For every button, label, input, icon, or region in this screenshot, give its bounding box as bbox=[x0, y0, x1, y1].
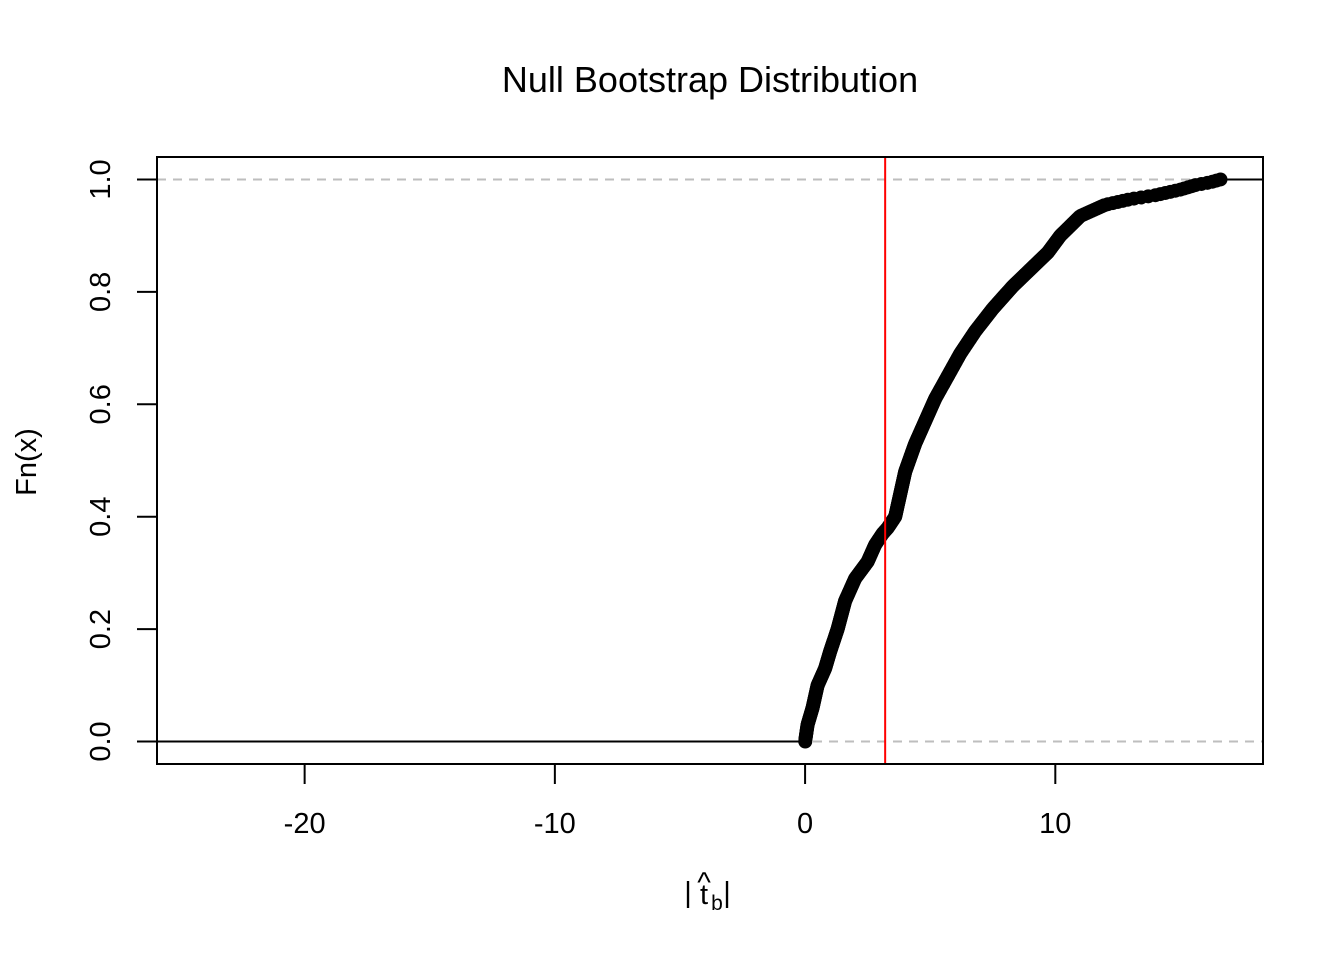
y-tick-label: 0.4 bbox=[85, 497, 117, 537]
x-tick-label: 0 bbox=[797, 808, 813, 840]
plot-content bbox=[157, 157, 1263, 764]
x-axis-label-hat: ^ bbox=[697, 867, 711, 899]
x-tick-label: -20 bbox=[284, 808, 326, 840]
chart-title: Null Bootstrap Distribution bbox=[502, 59, 918, 100]
x-axis-label-symbol: t bbox=[700, 879, 708, 911]
y-tick-label: 0.2 bbox=[85, 609, 117, 649]
ecdf-point bbox=[1213, 172, 1228, 187]
y-tick-label: 0.8 bbox=[85, 272, 117, 312]
x-axis-label-subscript: b bbox=[711, 892, 723, 915]
x-tick-label: -10 bbox=[534, 808, 576, 840]
plot-frame bbox=[156, 156, 1264, 765]
ecdf-step-line bbox=[157, 178, 1263, 743]
x-axis-label-bar-right: | bbox=[723, 877, 731, 909]
y-axis-label: Fn(x) bbox=[11, 428, 43, 496]
y-tick-label: 0.6 bbox=[85, 384, 117, 424]
x-tick-label: 10 bbox=[1039, 808, 1071, 840]
y-tick-label: 1.0 bbox=[85, 159, 117, 199]
axes: -20 -10 0 10 0.0 0.2 0.4 0.6 0.8 1.0 bbox=[85, 156, 1264, 840]
plot-area bbox=[157, 157, 1263, 764]
y-tick-label: 0.0 bbox=[85, 721, 117, 761]
y-axis-title: Fn(x) bbox=[11, 428, 43, 496]
x-axis-label-bar-left: | bbox=[684, 877, 692, 909]
x-axis-label: | ^ t b | bbox=[684, 867, 731, 915]
